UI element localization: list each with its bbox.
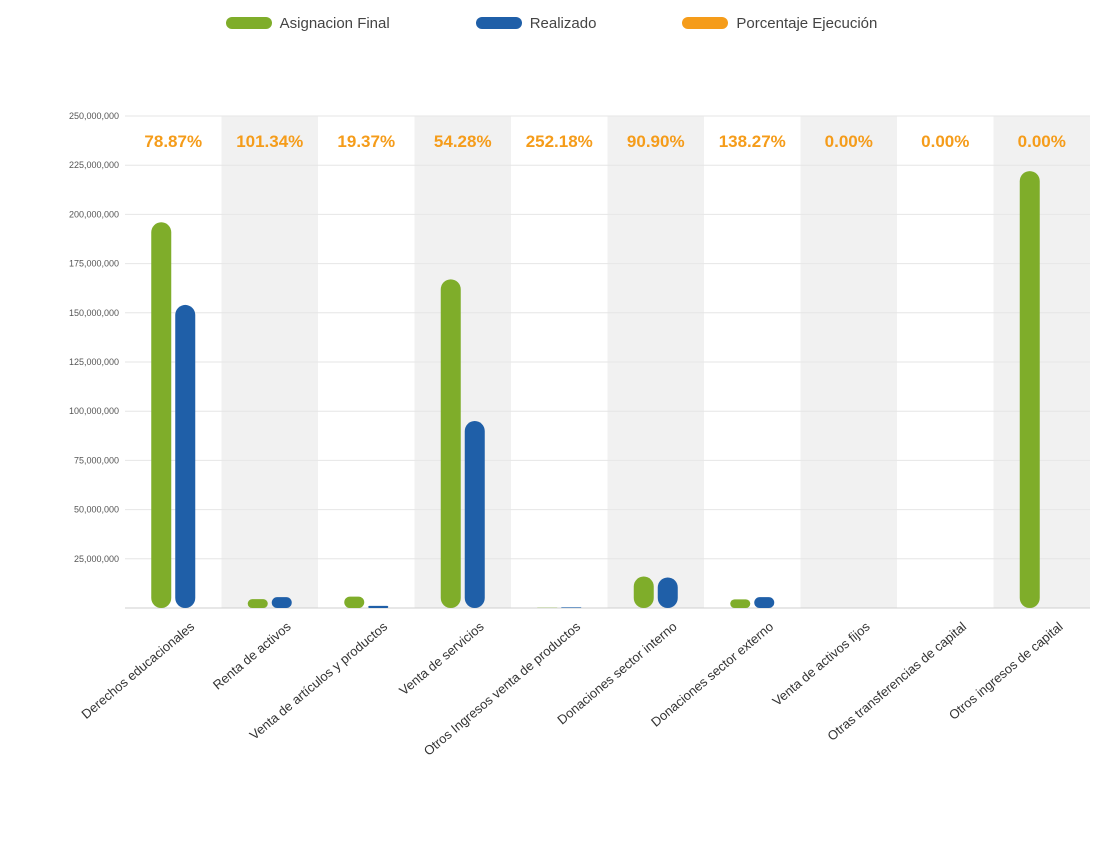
x-tick-label: Venta de activos fijos	[769, 618, 873, 708]
y-tick-label: 25,000,000	[74, 554, 119, 564]
legend-swatch-porcentaje	[682, 17, 729, 29]
bar-asignacion-final	[440, 279, 461, 608]
bar-realizado	[754, 597, 775, 608]
x-tick-label: Otros Ingresos venta de productos	[421, 618, 584, 758]
legend-swatch-realizado	[475, 17, 522, 29]
bar-asignacion-final	[730, 599, 751, 608]
x-tick-label: Renta de activos	[210, 618, 294, 692]
y-tick-label: 200,000,000	[69, 209, 119, 219]
legend-item-porcentaje[interactable]: Porcentaje Ejecución	[682, 15, 877, 32]
bar-asignacion-final	[1019, 171, 1040, 608]
bar-realizado	[175, 304, 196, 608]
bar-asignacion-final	[344, 596, 365, 608]
bar-asignacion-final	[151, 222, 172, 608]
legend-item-asignacion[interactable]: Asignacion Final	[225, 14, 390, 32]
y-tick-label: 150,000,000	[69, 308, 119, 318]
bar-asignacion-final	[247, 599, 268, 608]
percent-label: 101.34%	[236, 132, 303, 151]
percent-label: 0.00%	[825, 132, 873, 151]
bar-asignacion-final	[633, 576, 654, 608]
legend-label-porcentaje: Porcentaje Ejecución	[736, 14, 878, 32]
bar-realizado	[464, 421, 485, 608]
y-tick-label: 175,000,000	[69, 259, 119, 269]
y-tick-label: 250,000,000	[69, 111, 119, 121]
percent-label: 0.00%	[1018, 132, 1066, 151]
percent-label: 19.37%	[337, 132, 395, 151]
percent-label: 0.00%	[921, 132, 969, 151]
y-tick-label: 125,000,000	[69, 357, 119, 367]
y-tick-label: 75,000,000	[74, 455, 119, 465]
y-tick-label: 100,000,000	[69, 406, 119, 416]
percent-label: 252.18%	[526, 132, 593, 151]
bar-realizado	[271, 597, 292, 608]
bar-realizado	[368, 605, 389, 608]
percent-label: 138.27%	[719, 132, 786, 151]
chart-legend: Asignacion Final Realizado Porcentaje Ej…	[0, 8, 1103, 38]
x-tick-label: Venta de servicios	[396, 618, 487, 698]
bar-realizado	[657, 577, 678, 608]
y-tick-label: 50,000,000	[74, 505, 119, 515]
percent-label: 90.90%	[627, 132, 685, 151]
legend-swatch-asignacion	[225, 17, 272, 29]
legend-item-realizado[interactable]: Realizado	[475, 14, 597, 32]
percent-label: 78.87%	[144, 132, 202, 151]
bar-realizado	[561, 607, 582, 608]
legend-label-realizado: Realizado	[529, 14, 597, 32]
y-tick-label: 225,000,000	[69, 160, 119, 170]
percent-label: 54.28%	[434, 132, 492, 151]
legend-label-asignacion: Asignacion Final	[279, 14, 390, 32]
x-tick-label: Derechos educacionales	[78, 618, 197, 721]
